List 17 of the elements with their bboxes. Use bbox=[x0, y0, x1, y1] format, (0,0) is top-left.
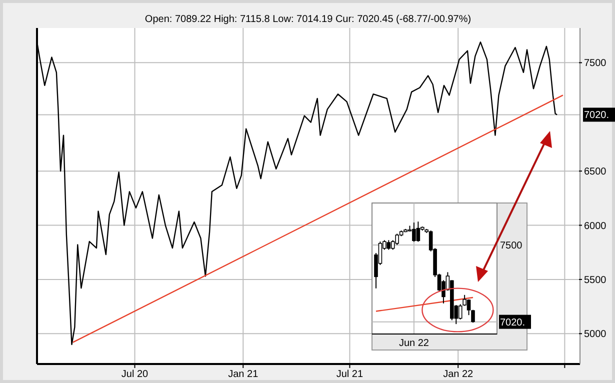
x-tick-label: Jul 21 bbox=[336, 369, 364, 380]
chart-subtitle: Open: 7089.22 High: 7115.8 Low: 7014.19 Cur: 7020.45 (-68.77/-00.97%) bbox=[144, 14, 472, 25]
y-tick-label: 7020. bbox=[584, 110, 610, 122]
candlestick bbox=[386, 240, 391, 250]
y-tick-label: 7500 bbox=[584, 58, 607, 70]
candlestick bbox=[412, 222, 416, 242]
x-tick-label: Jun 22 bbox=[398, 338, 430, 349]
y-tick-label: 7500 bbox=[500, 240, 523, 252]
y-tick-label: 5000 bbox=[584, 329, 607, 340]
y-tick-label: 5500 bbox=[584, 274, 607, 286]
x-tick-label: Jan 22 bbox=[443, 369, 474, 380]
candlestick bbox=[416, 221, 420, 242]
x-tick-label: Jul 20 bbox=[121, 369, 149, 380]
x-tick-label: Jan 21 bbox=[228, 369, 259, 380]
y-tick-label: 7020. bbox=[500, 317, 526, 328]
y-tick-label: 6500 bbox=[584, 166, 607, 178]
y-tick-label: 6000 bbox=[584, 220, 607, 232]
